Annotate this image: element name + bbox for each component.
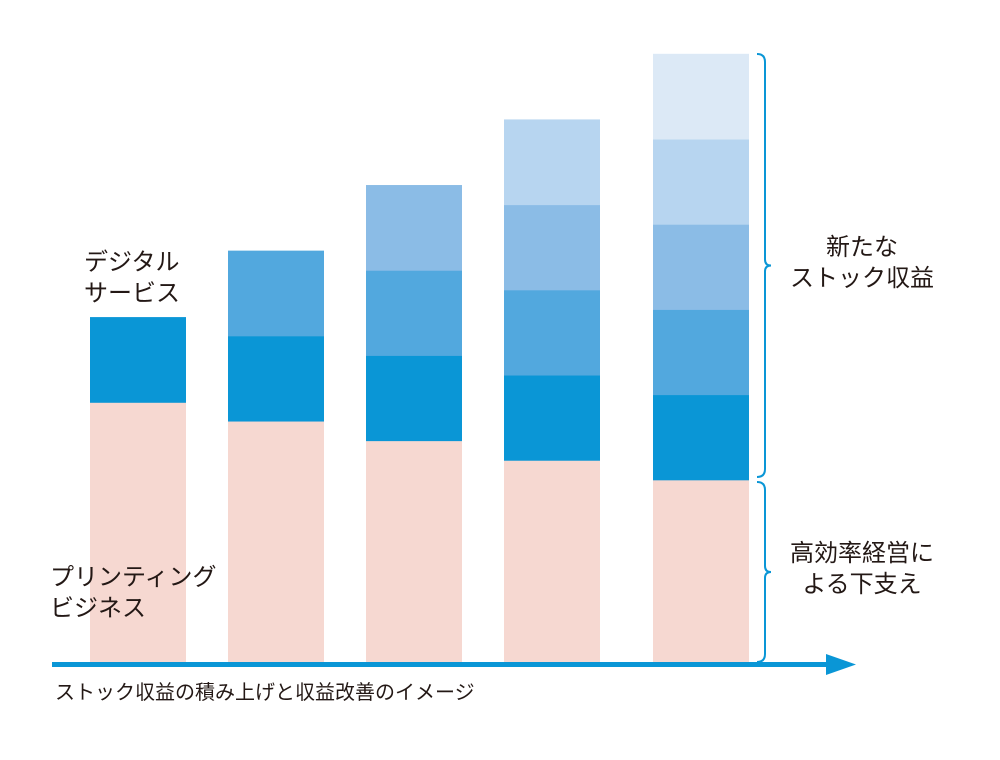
bar-segment-3-3 <box>366 270 462 356</box>
bar-segment-2-2 <box>228 335 324 422</box>
caption: ストック収益の積み上げと収益改善のイメージ <box>55 680 475 704</box>
axis-arrow-icon <box>826 654 856 675</box>
bar-segment-5-2 <box>653 394 749 481</box>
label-printing-business: プリンティング ビジネス <box>50 563 217 622</box>
axis-line <box>52 662 834 667</box>
bar-segment-4-2 <box>504 375 600 461</box>
bar-segment-3-2 <box>366 355 462 442</box>
bar-segment-5-6 <box>653 53 749 140</box>
bar-segment-3-1 <box>366 440 462 664</box>
bar-segment-4-4 <box>504 204 600 291</box>
bar-segment-4-3 <box>504 289 600 376</box>
bar-segment-1-2 <box>90 317 186 403</box>
label-efficient-management: 高効率経営に よる下支え <box>790 539 934 598</box>
label-digital-services: デジタル サービス <box>84 248 180 307</box>
bar-segment-2-3 <box>228 250 324 337</box>
bar-segment-5-1 <box>653 479 749 664</box>
bar-segment-4-5 <box>504 119 600 206</box>
bar-segment-4-1 <box>504 460 600 664</box>
bar-segment-5-3 <box>653 309 749 396</box>
label-new-stock-revenue: 新たな ストック収益 <box>790 233 934 292</box>
brace-efficiency <box>756 481 772 663</box>
bar-segment-2-1 <box>228 421 324 664</box>
bar-segment-3-4 <box>366 185 462 271</box>
bar-segment-5-4 <box>653 224 749 310</box>
bar-segment-1-1 <box>90 402 186 664</box>
bar-segment-5-5 <box>653 139 749 225</box>
brace-new-stock <box>756 53 772 478</box>
